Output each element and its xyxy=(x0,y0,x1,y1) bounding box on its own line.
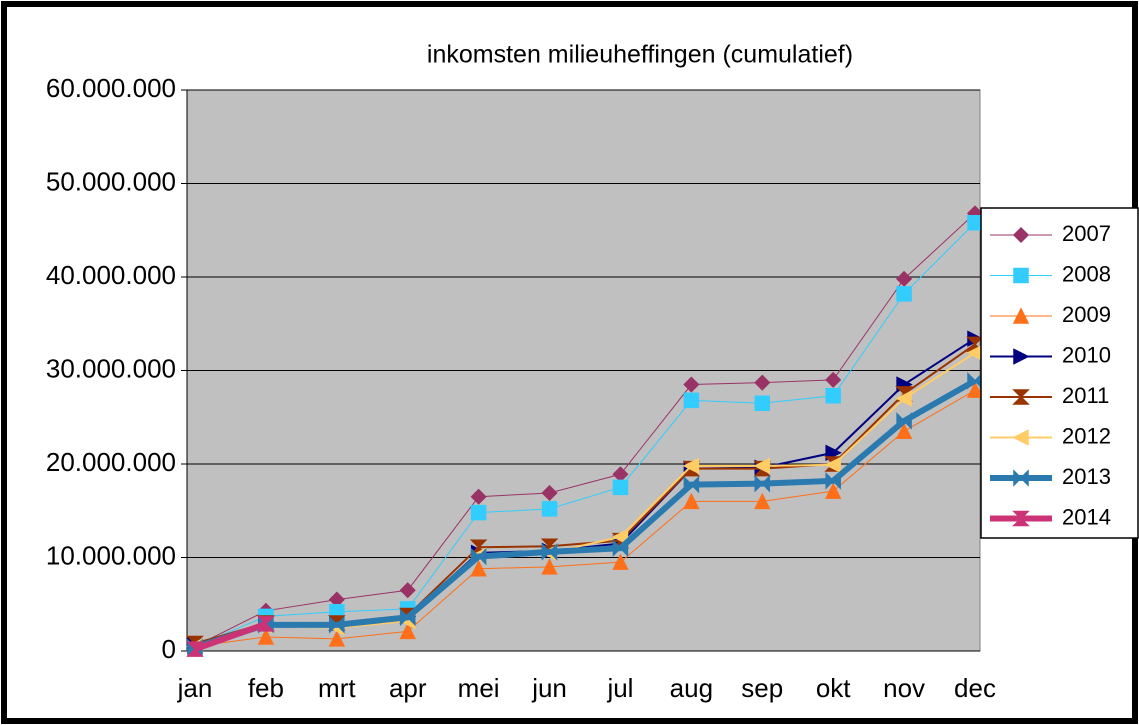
x-tick-label: mrt xyxy=(318,673,356,703)
legend-label: 2014 xyxy=(1062,504,1111,529)
point xyxy=(328,630,346,647)
point xyxy=(541,558,558,575)
point xyxy=(824,482,842,499)
y-tick-label: 60.000.000 xyxy=(46,73,176,103)
point xyxy=(825,371,842,388)
legend-label: 2008 xyxy=(1062,261,1111,286)
point xyxy=(753,457,771,475)
legend-label: 2007 xyxy=(1062,221,1111,246)
point xyxy=(824,456,841,474)
y-tick-label: 50.000.000 xyxy=(46,166,176,196)
point xyxy=(470,504,487,521)
point xyxy=(966,381,984,398)
point xyxy=(541,501,558,517)
legend-marker xyxy=(1013,348,1030,365)
series-line xyxy=(194,213,976,647)
point xyxy=(612,539,629,557)
point xyxy=(470,488,487,505)
series xyxy=(186,616,275,657)
series-line xyxy=(193,621,267,652)
x-tick-label: dec xyxy=(954,673,996,703)
point xyxy=(612,479,629,496)
y-tick-label: 40.000.000 xyxy=(46,260,176,290)
y-tick-label: 20.000.000 xyxy=(46,447,176,477)
legend-label: 2010 xyxy=(1062,342,1111,367)
series-line xyxy=(194,222,976,647)
legend-label: 2012 xyxy=(1062,423,1111,448)
point xyxy=(683,475,700,494)
legend-label: 2011 xyxy=(1062,383,1109,408)
x-tick-label: mei xyxy=(458,673,500,703)
chart-title: inkomsten milieuheffingen (cumulatief) xyxy=(427,41,853,69)
x-tick-label: apr xyxy=(389,673,427,703)
point xyxy=(541,543,558,561)
point xyxy=(611,528,629,546)
point xyxy=(186,641,204,657)
point xyxy=(754,395,771,411)
point xyxy=(399,622,416,640)
x-tick-label: jan xyxy=(177,673,213,703)
point xyxy=(825,472,841,490)
legend-marker xyxy=(1012,429,1029,446)
legend-marker xyxy=(1012,389,1030,405)
point xyxy=(896,270,913,287)
point xyxy=(754,374,771,391)
point xyxy=(541,484,558,502)
legend-marker xyxy=(1013,267,1029,284)
point xyxy=(399,608,416,627)
x-tick-label: jul xyxy=(606,673,633,703)
x-tick-label: aug xyxy=(670,673,713,703)
point xyxy=(825,387,841,404)
point xyxy=(470,560,487,577)
point xyxy=(682,457,700,475)
point xyxy=(329,616,345,634)
point xyxy=(257,616,275,632)
point xyxy=(896,412,912,430)
x-tick-label: feb xyxy=(248,673,284,703)
legend-box xyxy=(980,207,1139,539)
point xyxy=(896,286,912,302)
series xyxy=(187,371,983,657)
point xyxy=(683,376,700,393)
x-tick-label: nov xyxy=(883,673,925,703)
series-line xyxy=(194,378,977,651)
series xyxy=(186,205,984,655)
y-tick-label: 10.000.000 xyxy=(46,540,176,570)
legend-marker xyxy=(1012,307,1030,324)
legend-marker xyxy=(1012,226,1030,244)
point xyxy=(754,474,771,493)
point xyxy=(683,392,700,409)
point xyxy=(399,582,416,599)
point xyxy=(967,215,983,231)
x-tick-label: okt xyxy=(816,673,851,703)
series-line xyxy=(194,389,976,647)
point xyxy=(470,547,487,566)
y-tick-label: 0 xyxy=(162,634,176,664)
y-tick-label: 30.000.000 xyxy=(46,353,176,383)
point xyxy=(257,628,275,645)
legend-label: 2009 xyxy=(1062,302,1111,327)
point xyxy=(683,492,700,510)
point xyxy=(754,492,771,510)
x-tick-label: sep xyxy=(741,673,783,703)
point xyxy=(895,390,912,407)
legend-marker xyxy=(1013,469,1029,487)
point xyxy=(895,422,913,440)
x-tick-label: jun xyxy=(531,673,567,703)
point xyxy=(612,553,629,570)
legend-label: 2013 xyxy=(1062,464,1111,489)
legend-marker xyxy=(1012,510,1030,527)
